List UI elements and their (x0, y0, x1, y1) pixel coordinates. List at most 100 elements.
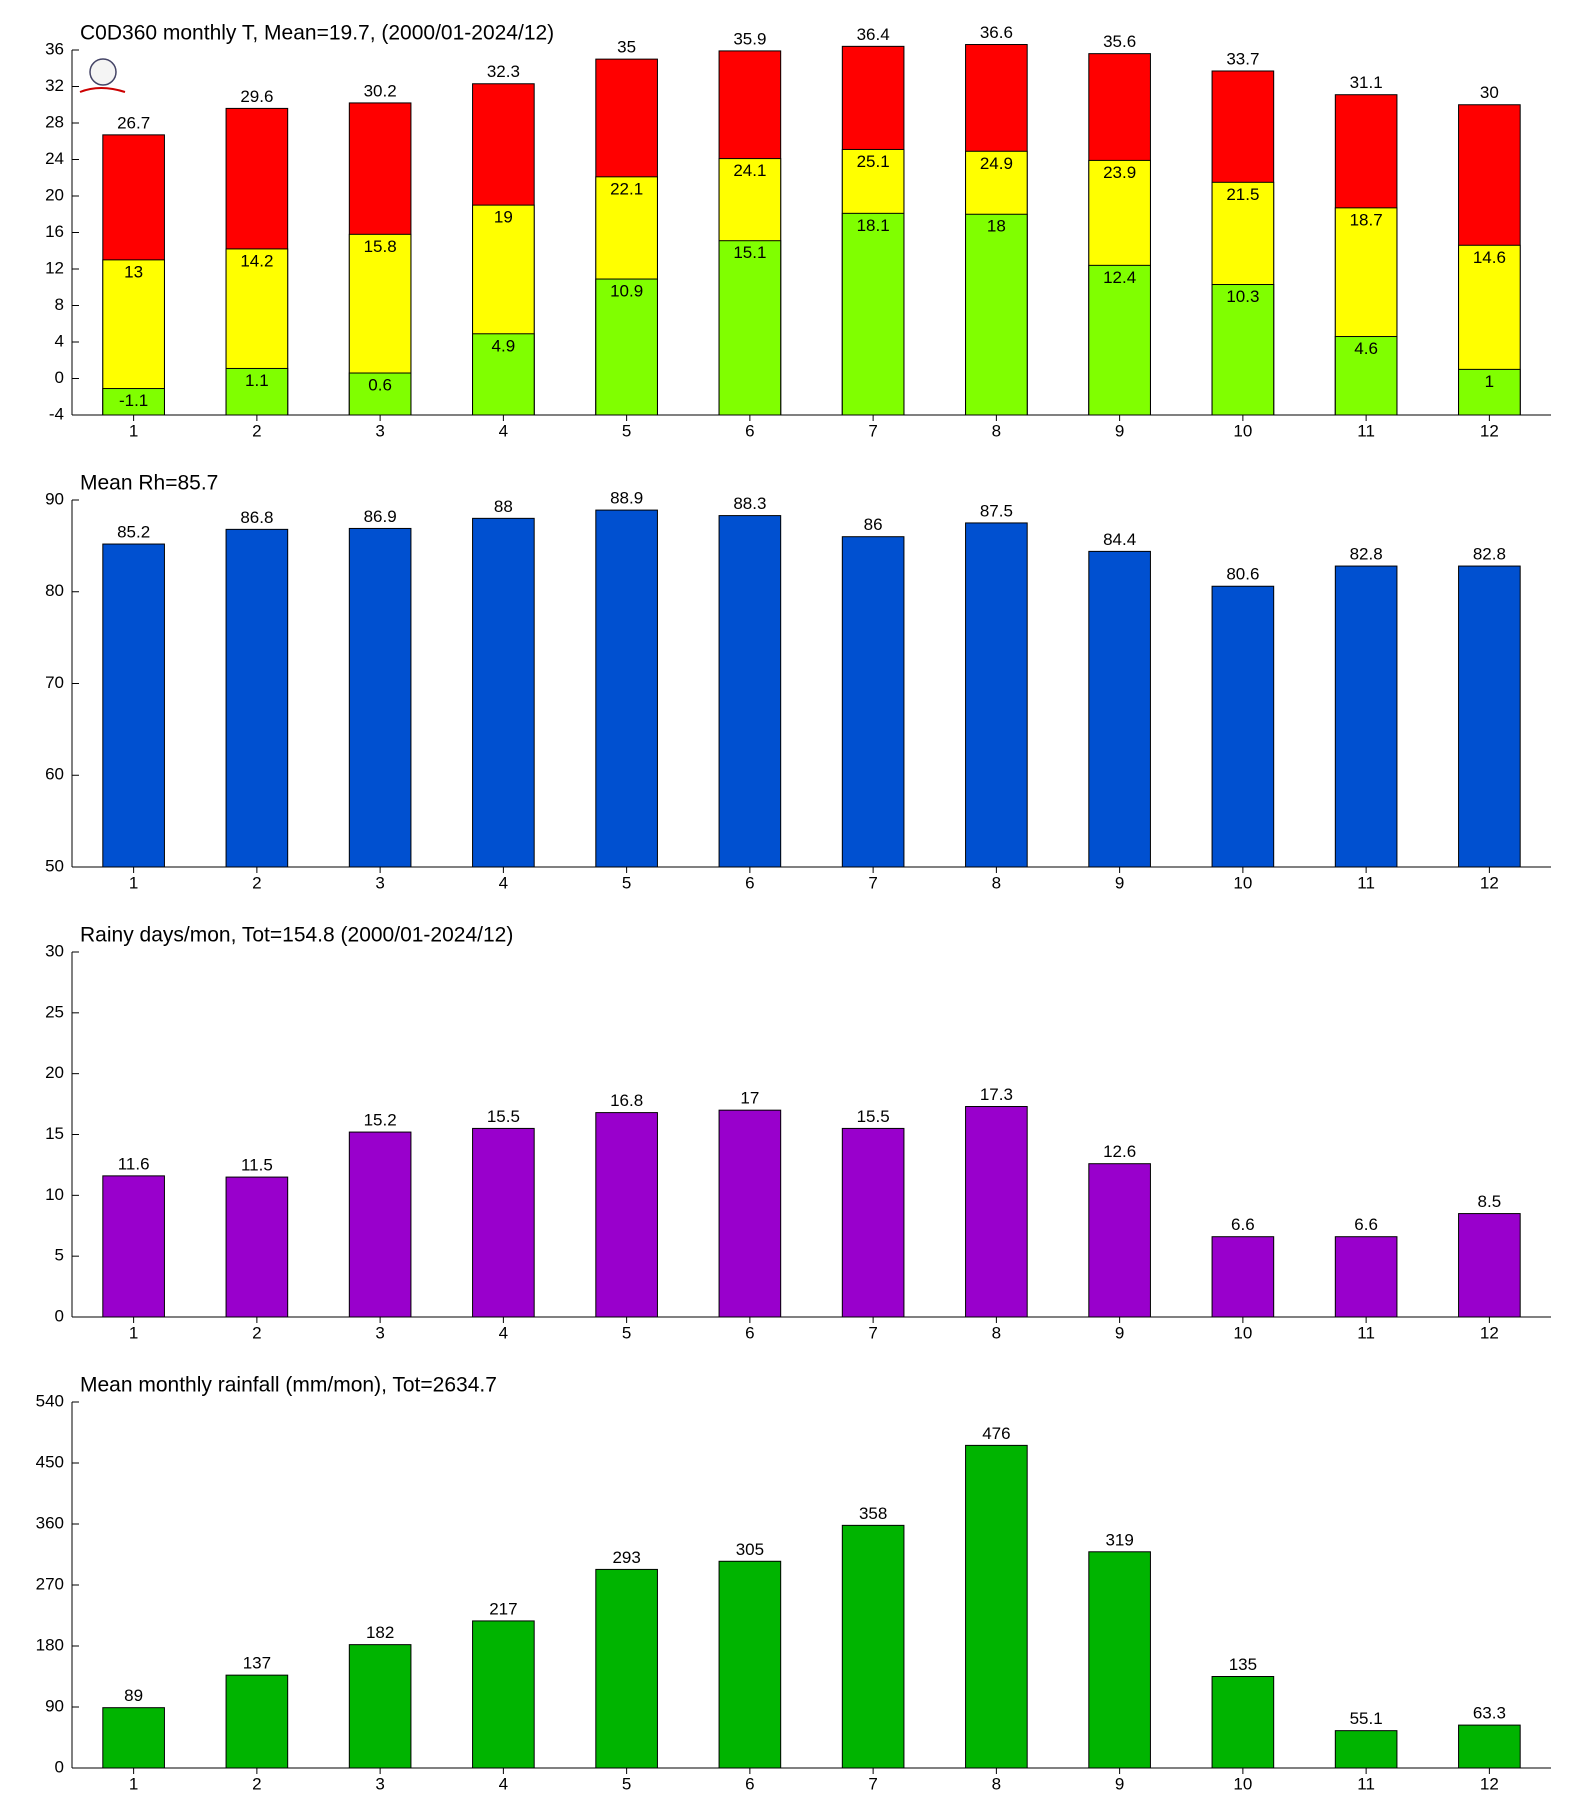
value-label: 6.6 (1354, 1215, 1378, 1234)
y-tick-label: 36 (45, 39, 64, 58)
bar (225, 1674, 289, 1769)
value-label: 14.2 (240, 251, 273, 270)
chart-title: Rainy days/mon, Tot=154.8 (2000/01-2024/… (80, 924, 513, 947)
x-tick-label: 5 (622, 1323, 631, 1342)
value-label: 17 (740, 1089, 759, 1108)
value-label: 18 (987, 217, 1006, 236)
value-label: 1.1 (245, 371, 269, 390)
value-label: 0.6 (368, 376, 392, 395)
value-label: 14.6 (1473, 248, 1506, 267)
bar (1211, 1676, 1275, 1769)
y-tick-label: 10 (45, 1185, 64, 1204)
bar (595, 1112, 658, 1318)
value-label: 182 (366, 1623, 394, 1642)
y-tick-label: 80 (45, 581, 64, 600)
bar (1458, 368, 1521, 416)
x-tick-label: 7 (868, 873, 877, 892)
value-label: 31.1 (1350, 73, 1383, 92)
bar (225, 528, 289, 868)
y-tick-label: 360 (36, 1513, 64, 1532)
value-label: 32.3 (487, 62, 520, 81)
bar (965, 213, 1028, 416)
value-label: 135 (1229, 1655, 1257, 1674)
bar (102, 388, 165, 416)
value-label: 86 (864, 515, 883, 534)
value-label: 86.8 (240, 508, 273, 527)
x-tick-label: 1 (129, 1323, 138, 1342)
bar (1088, 1163, 1151, 1318)
chart-title: Mean monthly rainfall (mm/mon), Tot=2634… (80, 1374, 497, 1397)
value-label: 25.1 (857, 152, 890, 171)
x-tick-label: 9 (1115, 1774, 1124, 1793)
x-tick-label: 8 (992, 1774, 1001, 1793)
x-tick-label: 11 (1357, 1774, 1375, 1793)
x-tick-label: 12 (1480, 1774, 1499, 1793)
value-label: 18.1 (857, 216, 890, 235)
y-tick-label: 4 (55, 331, 64, 350)
x-tick-label: 4 (499, 873, 508, 892)
value-label: 88 (494, 497, 513, 516)
x-tick-label: 11 (1357, 1323, 1375, 1342)
x-tick-label: 4 (499, 1323, 508, 1342)
value-label: 217 (489, 1599, 517, 1618)
value-label: 82.8 (1473, 545, 1506, 564)
y-tick-label: 16 (45, 222, 64, 241)
y-tick-label: 28 (45, 112, 64, 131)
value-label: 87.5 (980, 501, 1013, 520)
logo-emblem (89, 58, 117, 86)
y-tick-label: 90 (45, 1696, 64, 1715)
bar (348, 527, 412, 868)
x-tick-label: 9 (1115, 873, 1124, 892)
x-tick-label: 3 (375, 873, 384, 892)
bar (1088, 550, 1151, 868)
bar (595, 1568, 658, 1769)
y-tick-label: 30 (45, 941, 64, 960)
bar (841, 1524, 905, 1769)
value-label: 12.6 (1103, 1142, 1136, 1161)
value-label: 10.3 (1226, 287, 1259, 306)
y-tick-label: 90 (45, 489, 64, 508)
bar (472, 1620, 535, 1769)
value-label: 21.5 (1226, 185, 1259, 204)
x-tick-label: 11 (1357, 421, 1375, 440)
bar (102, 1175, 165, 1318)
x-tick-label: 2 (252, 1323, 261, 1342)
value-label: 358 (859, 1504, 887, 1523)
x-tick-label: 6 (745, 421, 754, 440)
value-label: 19 (494, 208, 513, 227)
value-label: -1.1 (119, 391, 148, 410)
bar (1088, 1551, 1151, 1769)
value-label: 8.5 (1478, 1192, 1502, 1211)
value-label: 13 (124, 262, 143, 281)
value-label: 476 (982, 1424, 1010, 1443)
value-label: 88.9 (610, 489, 643, 508)
value-label: 23.9 (1103, 163, 1136, 182)
y-tick-label: -4 (49, 404, 64, 423)
bar (102, 543, 165, 868)
bar (841, 1127, 905, 1318)
value-label: 33.7 (1226, 49, 1259, 68)
bar (595, 509, 658, 868)
bar (718, 240, 782, 416)
x-tick-label: 3 (375, 421, 384, 440)
x-tick-label: 2 (252, 421, 261, 440)
bar (1088, 264, 1151, 416)
bar (102, 1707, 165, 1769)
x-tick-label: 2 (252, 873, 261, 892)
value-label: 12.4 (1103, 268, 1136, 287)
bar (472, 1127, 535, 1318)
y-tick-label: 8 (55, 295, 64, 314)
value-label: 24.9 (980, 154, 1013, 173)
value-label: 319 (1105, 1530, 1133, 1549)
value-label: 15.8 (364, 237, 397, 256)
value-label: 80.6 (1226, 565, 1259, 584)
x-tick-label: 8 (992, 1323, 1001, 1342)
value-label: 305 (736, 1540, 764, 1559)
x-tick-label: 3 (375, 1774, 384, 1793)
y-tick-label: 0 (55, 368, 64, 387)
value-label: 15.5 (487, 1107, 520, 1126)
bar (718, 515, 782, 868)
x-tick-label: 12 (1480, 1323, 1499, 1342)
x-tick-label: 5 (622, 1774, 631, 1793)
